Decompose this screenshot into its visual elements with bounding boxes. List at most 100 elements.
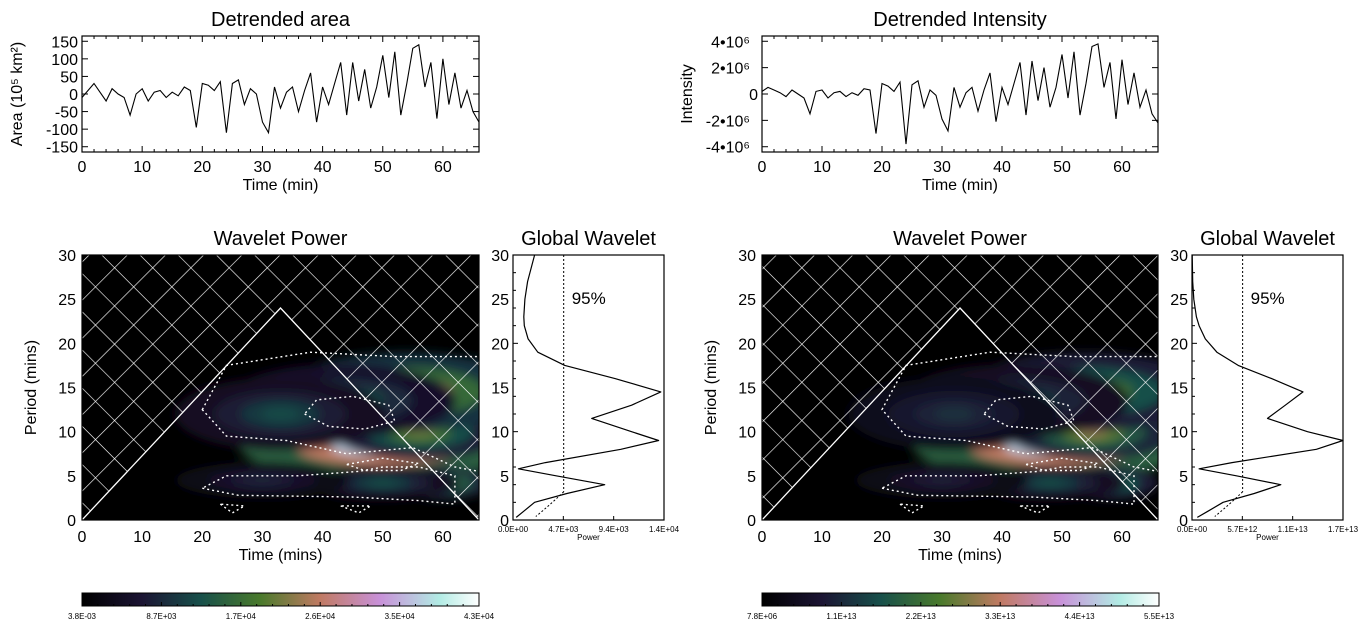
y-tick-label: 15 bbox=[738, 381, 756, 398]
x-tick-label: 0 bbox=[758, 159, 767, 176]
chart-title: Detrended area bbox=[211, 9, 351, 31]
chart-title: Detrended Intensity bbox=[873, 9, 1046, 31]
y-axis-label: Intensity bbox=[679, 64, 696, 124]
y-tick-label: -100 bbox=[46, 122, 78, 139]
y-tick-label: 5 bbox=[500, 469, 509, 486]
x-axis-label: Time (min) bbox=[922, 177, 998, 194]
colorbar-tick-label: 4.3E+04 bbox=[464, 612, 495, 621]
x-tick-label: 0 bbox=[78, 159, 87, 176]
y-axis-label: Period (mins) bbox=[703, 340, 720, 435]
significance-label: 95% bbox=[1251, 289, 1285, 308]
y-axis-label: Area (10⁵ km²) bbox=[9, 42, 26, 146]
x-tick-label: 10 bbox=[813, 529, 831, 546]
y-tick-label: 30 bbox=[738, 248, 756, 265]
y-tick-label: 15 bbox=[58, 381, 76, 398]
x-tick-label: 1.1E+13 bbox=[1278, 525, 1309, 534]
x-tick-label: 30 bbox=[254, 159, 272, 176]
x-tick-label: 5.7E+12 bbox=[1227, 525, 1258, 534]
significance-contour bbox=[201, 351, 479, 473]
x-axis-label: Time (mins) bbox=[918, 547, 1002, 564]
power-peak bbox=[246, 476, 279, 484]
significance-label: 95% bbox=[572, 289, 606, 308]
y-tick-label: 2•10⁶ bbox=[711, 61, 750, 78]
y-tick-label: 30 bbox=[1170, 248, 1188, 265]
y-tick-label: 20 bbox=[491, 336, 509, 353]
colorbar-tick-label: 1.7E+04 bbox=[226, 612, 257, 621]
y-tick-label: 10 bbox=[1170, 425, 1188, 442]
chart-title: Wavelet Power bbox=[893, 228, 1027, 250]
significance-contour bbox=[1025, 457, 1101, 472]
y-tick-label: 20 bbox=[58, 336, 76, 353]
y-tick-label: 5 bbox=[1179, 469, 1188, 486]
y-tick-label: -4•10⁶ bbox=[706, 140, 750, 157]
x-tick-label: 40 bbox=[993, 159, 1011, 176]
y-tick-label: 0 bbox=[747, 513, 756, 530]
significance-line bbox=[535, 491, 565, 517]
cone-of-influence-line bbox=[82, 307, 479, 520]
timeseries-panel-0: Detrended area 0 10 20 30 40 50 60 Time (min) 150… bbox=[9, 9, 480, 194]
plot-frame bbox=[1191, 254, 1344, 521]
y-tick-label: 0 bbox=[69, 87, 78, 104]
chart-title: Wavelet Power bbox=[214, 228, 348, 250]
colorbar-tick-label: 3.3E+13 bbox=[985, 612, 1016, 621]
cone-of-influence-hatch bbox=[762, 255, 1158, 520]
y-tick-label: 25 bbox=[738, 292, 756, 309]
power-peak bbox=[934, 407, 974, 421]
significance-contour bbox=[897, 503, 927, 514]
global-wavelet-curve bbox=[1191, 254, 1344, 518]
x-tick-label: 1.4E+04 bbox=[649, 525, 680, 534]
chart-title: Global Wavelet bbox=[1200, 228, 1335, 250]
colorbar-tick-label: 3.5E+04 bbox=[385, 612, 416, 621]
significance-contour bbox=[879, 466, 1135, 505]
x-tick-label: 10 bbox=[133, 529, 151, 546]
series-line bbox=[81, 43, 480, 135]
x-axis-label: Time (min) bbox=[243, 177, 319, 194]
colorbar-tick-label: 2.6E+04 bbox=[305, 612, 336, 621]
power-area bbox=[762, 255, 1158, 520]
x-tick-label: 40 bbox=[314, 159, 332, 176]
y-tick-label: 25 bbox=[1170, 292, 1188, 309]
colorbar-tick-label: 3.8E-03 bbox=[68, 612, 97, 621]
colorbar bbox=[761, 592, 1160, 607]
series-line bbox=[761, 43, 1159, 145]
colorbar-tick-label: 7.8E+06 bbox=[747, 612, 778, 621]
y-tick-label: 0 bbox=[1179, 513, 1188, 530]
y-tick-label: 50 bbox=[60, 69, 78, 86]
y-tick-label: 25 bbox=[491, 292, 509, 309]
y-tick-label: 10 bbox=[738, 425, 756, 442]
y-tick-label: 30 bbox=[58, 248, 76, 265]
x-tick-label: 20 bbox=[193, 529, 211, 546]
power-peak bbox=[260, 407, 301, 421]
colorbar-tick-label: 2.2E+13 bbox=[906, 612, 937, 621]
x-tick-label: 20 bbox=[873, 159, 891, 176]
power-peak bbox=[1035, 479, 1065, 487]
global-wavelet-curve bbox=[515, 254, 662, 518]
x-tick-label: 20 bbox=[193, 159, 211, 176]
y-tick-label: 0 bbox=[67, 513, 76, 530]
plot-frame bbox=[81, 35, 480, 153]
colorbar-tick-label: 1.1E+13 bbox=[826, 612, 857, 621]
y-tick-label: 20 bbox=[738, 336, 756, 353]
timeseries-panel-1: Detrended Intensity 0 10 20 30 40 50 60 Time (mi… bbox=[679, 9, 1159, 194]
x-tick-label: 30 bbox=[254, 529, 272, 546]
colorbar-tick-label: 8.7E+03 bbox=[146, 612, 177, 621]
y-tick-label: -150 bbox=[46, 140, 78, 157]
x-tick-label: 30 bbox=[933, 159, 951, 176]
significance-contour bbox=[217, 503, 247, 514]
y-tick-label: -50 bbox=[55, 105, 78, 122]
x-axis-label: Time (mins) bbox=[239, 547, 323, 564]
x-tick-label: 30 bbox=[933, 529, 951, 546]
y-tick-label: 10 bbox=[58, 425, 76, 442]
y-tick-label: 0 bbox=[749, 87, 758, 104]
x-tick-label: 40 bbox=[314, 529, 332, 546]
x-axis-label: Power bbox=[1256, 533, 1279, 542]
x-tick-label: 9.4E+03 bbox=[599, 525, 630, 534]
x-tick-label: 50 bbox=[374, 529, 392, 546]
global-wavelet-panel-5: Global Wavelet 95% 30 25 20 15 10 5 00.0E+00 5.7E… bbox=[1170, 228, 1358, 542]
power-peak bbox=[368, 479, 398, 487]
cone-of-influence-hatch bbox=[82, 255, 479, 520]
significance-contour bbox=[346, 457, 422, 472]
